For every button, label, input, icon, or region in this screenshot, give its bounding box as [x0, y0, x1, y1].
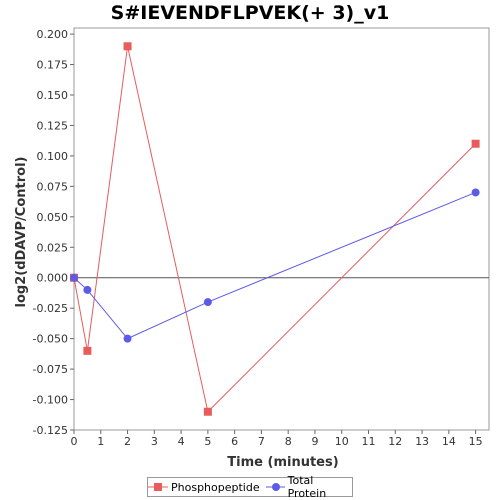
plot-area: 0.200 0.175 0.150 0.125 0.100 0.075 0.050 0.025…	[33, 27, 490, 448]
legend-label-total-protein: Total Protein	[287, 474, 327, 500]
x-axis-label: Time (minutes)	[227, 455, 338, 470]
data-point-phosphopeptide	[203, 407, 212, 416]
y-tick-label: 0.000	[37, 272, 69, 285]
data-point-total-protein	[83, 285, 92, 294]
legend: Phosphopeptide Total Protein	[147, 474, 353, 500]
x-tick-label: 11	[362, 435, 376, 448]
x-tick-label: 13	[415, 435, 429, 448]
x-tick-label: 15	[469, 435, 483, 448]
legend-swatch-phosphopeptide-icon	[148, 483, 168, 491]
x-tick-label: 1	[97, 435, 104, 448]
data-point-phosphopeptide	[123, 42, 132, 51]
y-tick-label: 0.075	[37, 180, 69, 193]
y-tick-label: 0.150	[37, 89, 69, 102]
x-tick-label: 5	[204, 435, 211, 448]
data-point-phosphopeptide	[83, 346, 92, 355]
y-tick-label: 0.025	[37, 241, 69, 254]
y-tick-label: -0.125	[33, 424, 68, 437]
y-tick-label: 0.050	[37, 211, 69, 224]
data-point-total-protein	[70, 273, 78, 282]
y-tick-label: -0.075	[33, 363, 68, 376]
plot-frame	[73, 27, 490, 431]
x-tick-label: 9	[311, 435, 318, 448]
chart-title: S#IEVENDFLPVEK(+ 3)_v1	[110, 2, 390, 24]
y-tick-label: -0.050	[33, 333, 68, 346]
x-tick-label: 8	[285, 435, 292, 448]
data-point-phosphopeptide	[471, 139, 480, 148]
legend-swatch-total-protein-icon	[265, 483, 285, 491]
x-tick-label: 10	[335, 435, 349, 448]
x-tick-label: 2	[124, 435, 131, 448]
legend-label-phosphopeptide: Phosphopeptide	[171, 480, 260, 494]
legend-item-total-protein: Total Protein	[265, 474, 352, 500]
y-tick-label: 0.100	[37, 150, 69, 163]
y-tick-label: 0.200	[37, 28, 69, 41]
data-point-total-protein	[471, 188, 480, 197]
x-tick-label: 12	[388, 435, 402, 448]
x-tick-label: 4	[178, 435, 185, 448]
x-tick-label: 3	[151, 435, 158, 448]
x-tick-label: 14	[442, 435, 456, 448]
y-axis-label: log2(dDAVP/Control)	[14, 157, 29, 308]
x-tick-label: 0	[71, 435, 78, 448]
y-tick-label: -0.100	[33, 394, 68, 407]
legend-item-phosphopeptide: Phosphopeptide	[148, 481, 260, 494]
y-tick-label: 0.125	[37, 119, 69, 132]
data-point-total-protein	[123, 334, 132, 343]
y-tick-label: -0.025	[33, 302, 68, 315]
y-tick-label: 0.175	[37, 59, 69, 72]
x-tick-label: 7	[258, 435, 265, 448]
x-tick-label: 6	[231, 435, 238, 448]
data-point-total-protein	[203, 298, 212, 307]
